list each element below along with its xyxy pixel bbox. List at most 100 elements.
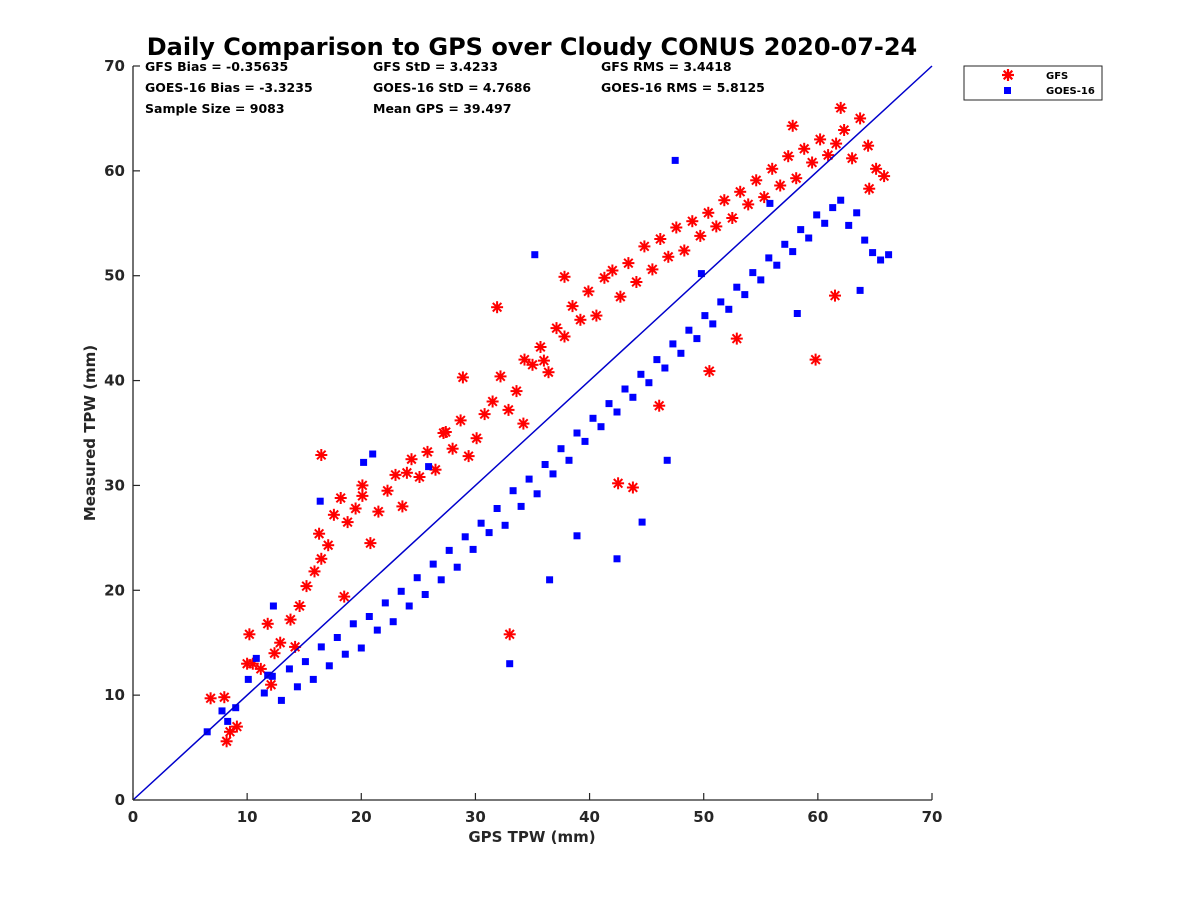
goes16-point	[244, 675, 252, 683]
goes16-point	[613, 555, 621, 563]
goes16-point	[589, 414, 597, 422]
gfs-point	[710, 220, 723, 233]
gfs-point	[534, 341, 547, 353]
goes16-point	[224, 717, 232, 725]
goes16-point	[421, 591, 429, 598]
goes16-point	[485, 529, 493, 537]
goes16-point	[885, 251, 893, 259]
goes16-point	[260, 689, 268, 697]
gfs-point	[846, 152, 859, 165]
gfs-point	[405, 453, 418, 466]
gfs-point	[389, 468, 402, 481]
gfs-point	[878, 170, 891, 183]
goes16-point	[805, 234, 813, 242]
gfs-point	[630, 276, 643, 288]
gfs-point	[510, 385, 523, 398]
y-tick-label: 0	[115, 791, 125, 809]
goes16-point	[573, 532, 581, 540]
gfs-point	[421, 445, 434, 458]
x-tick-label: 50	[693, 808, 714, 826]
gfs-point	[622, 257, 635, 270]
goes16-point	[797, 226, 805, 234]
goes16-point	[437, 576, 445, 584]
goes16-point	[373, 626, 381, 634]
gfs-point	[518, 353, 531, 366]
goes16-point	[369, 450, 377, 458]
goes16-point	[613, 408, 621, 416]
goes16-series	[203, 156, 893, 736]
gfs-point	[758, 191, 771, 204]
gfs-point	[742, 198, 755, 211]
goes16-point	[413, 574, 421, 582]
stat-goes-bias: GOES-16 Bias = -3.3235	[145, 80, 313, 95]
x-tick-label: 20	[351, 808, 372, 826]
gfs-point	[315, 449, 328, 461]
gfs-point	[334, 492, 347, 504]
legend: GFS GOES-16	[963, 65, 1103, 101]
gfs-point	[381, 484, 394, 497]
goes16-point	[693, 335, 701, 343]
goes16-point	[709, 320, 717, 328]
goes16-point	[517, 502, 525, 510]
goes16-point	[445, 546, 453, 554]
goes16-point	[573, 429, 581, 437]
y-axis-label: Measured TPW (mm)	[81, 345, 99, 521]
x-tick-label: 30	[465, 808, 486, 826]
goes16-point	[597, 423, 605, 431]
goes16-point	[725, 305, 733, 313]
gfs-point	[372, 505, 385, 518]
y-tick-label: 10	[104, 686, 125, 704]
gfs-point	[284, 613, 297, 626]
goes16-point	[269, 602, 277, 610]
goes16-point	[506, 660, 514, 668]
gfs-point	[612, 477, 625, 490]
goes16-point	[533, 490, 541, 498]
goes16-point	[477, 519, 485, 527]
y-tick-label: 40	[104, 372, 125, 390]
gfs-point	[734, 185, 747, 198]
y-tick-label: 70	[104, 57, 125, 75]
gfs-point	[703, 365, 716, 378]
gfs-point	[338, 590, 351, 603]
goes16-point	[525, 475, 533, 483]
gfs-point	[486, 395, 499, 408]
gfs-point	[786, 119, 799, 132]
gfs-point	[254, 662, 267, 675]
gfs-point	[870, 162, 883, 175]
goes16-point	[861, 236, 869, 244]
goes16-point	[869, 249, 877, 257]
goes16-point	[581, 437, 589, 445]
goes16-point	[661, 364, 669, 372]
gfs-point	[614, 290, 627, 303]
x-ticks: 0 10 20 30 40 50 60 70	[128, 793, 942, 826]
gfs-point	[478, 408, 491, 421]
gfs-point	[854, 112, 867, 125]
gfs-point	[491, 301, 504, 314]
y-tick-label: 30	[104, 476, 125, 494]
x-tick-label: 40	[579, 808, 600, 826]
gfs-point	[364, 537, 377, 550]
legend-gfs-label: GFS	[1046, 71, 1068, 82]
gfs-point	[686, 215, 699, 228]
gfs-point	[558, 330, 571, 343]
gfs-point	[396, 500, 409, 513]
gfs-point	[243, 628, 256, 641]
one-to-one-reference-line	[132, 65, 933, 801]
y-ticks: 0 10 20 30 40 50 60 70	[104, 57, 140, 809]
gfs-point	[220, 735, 233, 748]
axes	[132, 66, 932, 801]
gfs-series	[204, 101, 891, 748]
goes16-point	[341, 650, 349, 658]
stat-sample-size: Sample Size = 9083	[145, 101, 285, 116]
gfs-point	[526, 358, 539, 371]
gfs-point	[446, 442, 459, 455]
gfs-point	[550, 322, 563, 335]
gfs-point	[356, 489, 369, 502]
gfs-point	[822, 149, 835, 162]
x-tick-label: 0	[128, 808, 138, 826]
goes16-point	[425, 463, 433, 471]
gfs-point	[653, 399, 666, 412]
goes16-point	[277, 696, 285, 704]
gfs-point	[454, 414, 467, 427]
y-tick-label: 50	[104, 267, 125, 285]
